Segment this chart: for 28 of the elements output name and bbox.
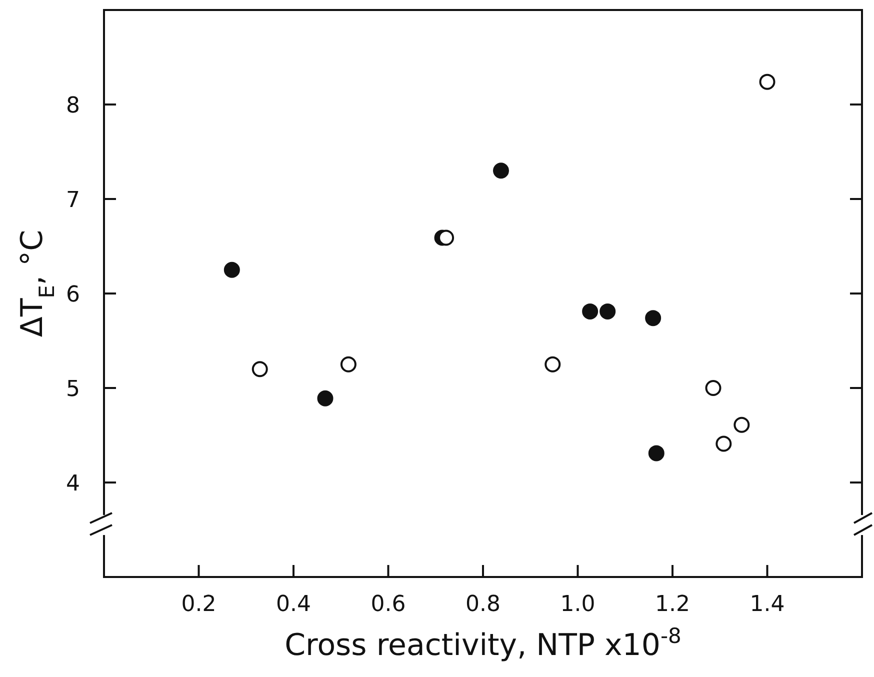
x-axis-title: Cross reactivity, NTP x10$^{-8}$ bbox=[284, 624, 682, 663]
x-tick-label: 0.6 bbox=[370, 592, 406, 617]
point bbox=[600, 303, 616, 320]
point bbox=[224, 262, 240, 278]
point bbox=[759, 74, 776, 90]
y-tick-label: 8 bbox=[66, 94, 80, 118]
x-tick-label: 1.0 bbox=[560, 592, 596, 617]
point bbox=[544, 356, 561, 372]
x-tick-label: 1.4 bbox=[750, 592, 785, 617]
x-tick-label: 0.8 bbox=[466, 592, 500, 617]
point bbox=[648, 445, 664, 462]
x-tick-label: 0.2 bbox=[181, 592, 216, 617]
point bbox=[705, 380, 722, 396]
point bbox=[340, 356, 356, 372]
point bbox=[438, 230, 454, 246]
point bbox=[252, 361, 268, 378]
y-tick-label: 4 bbox=[66, 472, 80, 496]
y-tick-label: 7 bbox=[66, 188, 80, 213]
x-tick-label: 1.2 bbox=[655, 592, 690, 617]
x-tick-label: 0.4 bbox=[276, 592, 311, 617]
point bbox=[734, 416, 750, 433]
point bbox=[582, 303, 598, 320]
point bbox=[716, 436, 732, 452]
point bbox=[493, 162, 510, 179]
y-tick-label: 5 bbox=[66, 377, 80, 402]
point bbox=[317, 390, 334, 406]
y-tick-label: 6 bbox=[66, 282, 80, 308]
point bbox=[645, 310, 662, 326]
